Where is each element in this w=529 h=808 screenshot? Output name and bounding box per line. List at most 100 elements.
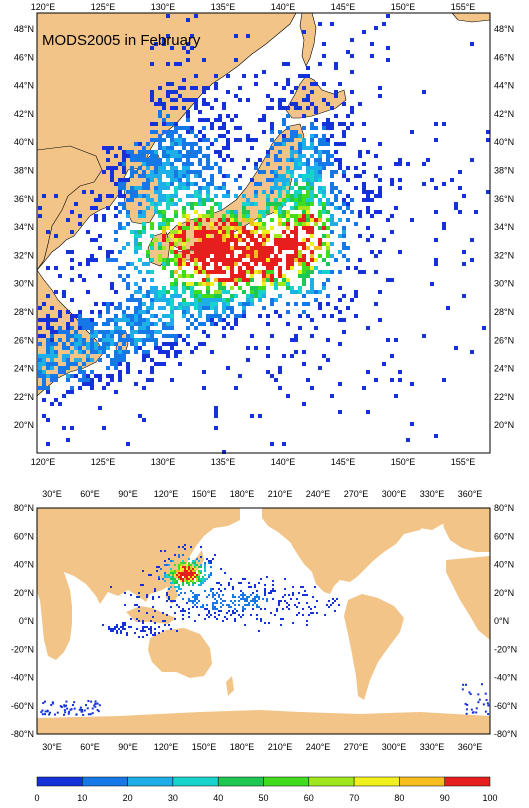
- density-cell: [50, 334, 54, 338]
- density-cell: [186, 142, 190, 146]
- density-cell: [370, 42, 374, 46]
- density-cell: [152, 596, 154, 598]
- density-cell: [330, 254, 334, 258]
- density-cell: [326, 246, 330, 250]
- density-cell: [294, 334, 298, 338]
- density-cell: [146, 594, 148, 596]
- density-cell: [182, 230, 186, 234]
- density-cell: [190, 546, 192, 548]
- density-cell: [134, 142, 138, 146]
- density-cell: [162, 266, 166, 270]
- density-cell: [102, 386, 106, 390]
- density-cell: [354, 186, 358, 190]
- density-cell: [338, 342, 342, 346]
- density-cell: [310, 182, 314, 186]
- density-cell: [162, 234, 166, 238]
- density-cell: [210, 314, 214, 318]
- density-cell: [326, 202, 330, 206]
- density-cell: [270, 302, 274, 306]
- density-cell: [222, 310, 226, 314]
- density-cell: [50, 306, 54, 310]
- density-cell: [90, 378, 94, 382]
- density-cell: [174, 294, 178, 298]
- density-cell: [228, 584, 230, 586]
- density-cell: [234, 620, 236, 622]
- density-cell: [286, 254, 290, 258]
- density-cell: [208, 560, 210, 562]
- density-cell: [290, 266, 294, 270]
- density-cell: [110, 628, 112, 630]
- density-cell: [146, 262, 150, 266]
- density-cell: [246, 600, 248, 602]
- density-cell: [94, 258, 98, 262]
- density-cell: [43, 700, 46, 703]
- density-cell: [110, 178, 114, 182]
- density-cell: [110, 166, 114, 170]
- density-cell: [190, 572, 192, 574]
- density-cell: [134, 346, 138, 350]
- density-cell: [174, 62, 178, 66]
- density-cell: [198, 214, 202, 218]
- density-cell: [162, 102, 166, 106]
- density-cell: [182, 608, 184, 610]
- density-cell: [74, 342, 78, 346]
- density-cell: [258, 290, 262, 294]
- density-cell: [220, 602, 222, 604]
- density-cell: [314, 150, 318, 154]
- density-cell: [46, 374, 50, 378]
- density-cell: [138, 318, 142, 322]
- density-cell: [274, 210, 278, 214]
- density-cell: [362, 198, 366, 202]
- density-cell: [322, 194, 326, 198]
- density-cell: [322, 314, 326, 318]
- density-cell: [166, 114, 170, 118]
- density-cell: [41, 709, 44, 712]
- density-cell: [194, 306, 198, 310]
- density-cell: [186, 602, 188, 604]
- density-cell: [258, 414, 262, 418]
- density-cell: [110, 170, 114, 174]
- density-cell: [294, 302, 298, 306]
- density-cell: [150, 138, 154, 142]
- regional-map-japan: MODS2005 in February 120°E 125°E 130°E 135°…: [14, 2, 514, 467]
- density-cell: [174, 354, 178, 358]
- density-cell: [198, 138, 202, 142]
- density-cell: [70, 266, 74, 270]
- density-cell: [82, 362, 86, 366]
- density-cell: [298, 250, 302, 254]
- density-cell: [170, 334, 174, 338]
- density-cell: [294, 130, 298, 134]
- density-cell: [98, 310, 102, 314]
- density-cell: [186, 214, 190, 218]
- density-cell: [214, 270, 218, 274]
- density-cell: [182, 570, 184, 572]
- density-cell: [102, 346, 106, 350]
- latitude-tick-label: 36°N: [494, 194, 514, 204]
- density-cell: [118, 146, 122, 150]
- density-cell: [286, 194, 290, 198]
- density-cell: [270, 186, 274, 190]
- density-cell: [182, 106, 186, 110]
- density-cell: [198, 302, 202, 306]
- density-cell: [270, 202, 274, 206]
- density-cell: [186, 306, 190, 310]
- density-cell: [142, 338, 146, 342]
- longitude-tick-label: 180°E: [230, 742, 255, 752]
- density-cell: [188, 558, 190, 560]
- density-cell: [272, 580, 274, 582]
- colorbar-swatch: [217, 776, 264, 787]
- density-cell: [274, 174, 278, 178]
- density-cell: [342, 170, 346, 174]
- density-cell: [150, 270, 154, 274]
- density-cell: [230, 218, 234, 222]
- density-cell: [192, 602, 194, 604]
- density-cell: [296, 598, 298, 600]
- density-cell: [294, 290, 298, 294]
- density-cell: [222, 106, 226, 110]
- density-cell: [134, 310, 138, 314]
- density-cell: [218, 150, 222, 154]
- density-cell: [310, 218, 314, 222]
- density-cell: [198, 250, 202, 254]
- density-cell: [314, 126, 318, 130]
- density-cell: [114, 182, 118, 186]
